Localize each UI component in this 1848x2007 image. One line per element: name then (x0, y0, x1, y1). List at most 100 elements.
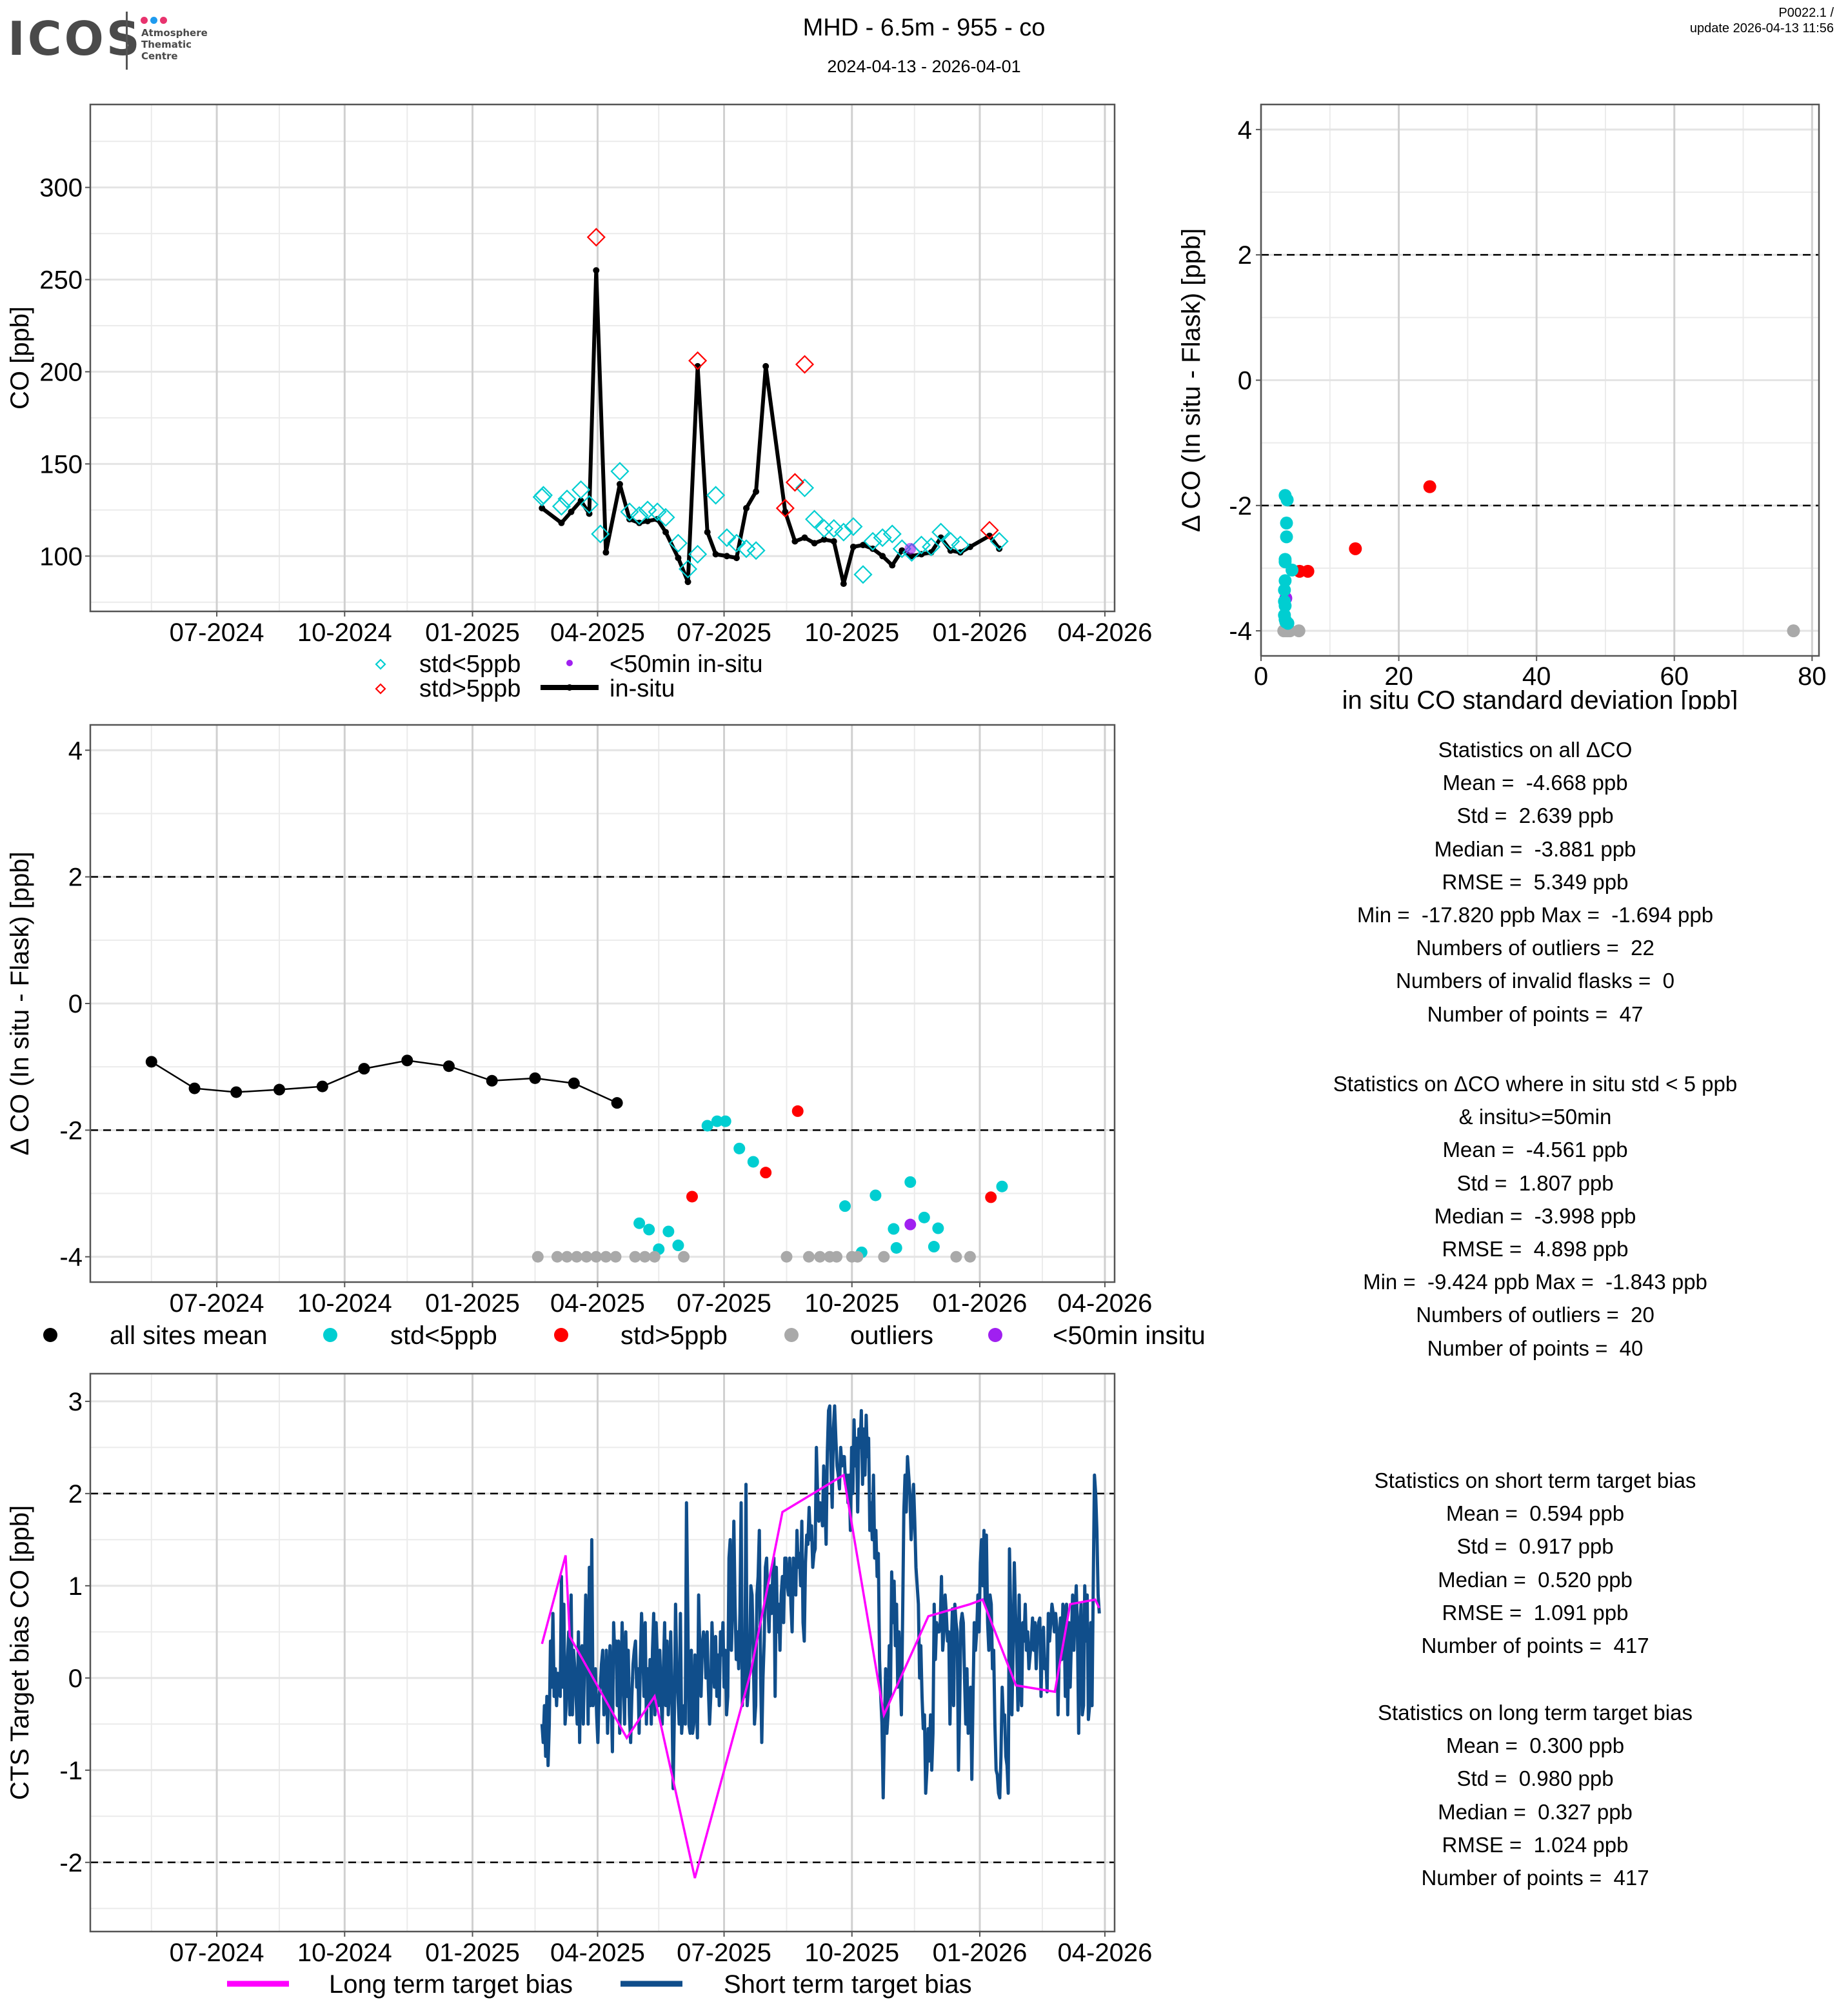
legend-label: Short term target bias (724, 1970, 972, 1999)
flask-std-lt5-point (678, 559, 698, 578)
legend-dot-icon (988, 1328, 1002, 1342)
flask-std-lt5-point (834, 522, 853, 542)
stats-line: Number of points = 417 (1421, 1866, 1649, 1890)
x-tick-label: 07-2024 (170, 1289, 264, 1318)
delta-point-std5ppb (888, 1223, 900, 1235)
insitu-point (996, 545, 1003, 552)
plot-background (90, 104, 1115, 611)
stats-line: Number of points = 40 (1427, 1336, 1644, 1360)
flask-std-lt5-point (795, 478, 815, 498)
delta-point-std5ppb (686, 1191, 698, 1203)
insitu-point (820, 536, 828, 543)
x-tick-label: 01-2026 (933, 1289, 1028, 1318)
flask-std-lt5-point (630, 506, 649, 525)
insitu-point (782, 508, 789, 515)
insitu-point (662, 529, 670, 536)
legend-dot-icon (323, 1328, 337, 1342)
x-tick-label: 10-2024 (297, 1289, 392, 1318)
y-tick-label: -2 (59, 1849, 83, 1877)
scatter-point-outliers (1787, 624, 1800, 638)
x-tick-label: 10-2024 (297, 618, 392, 647)
delta-point-allsitesmean (611, 1097, 623, 1109)
stats-line: Mean = 0.300 ppb (1446, 1734, 1625, 1758)
legend-label: std<5ppb (419, 651, 521, 678)
insitu-point (957, 549, 964, 556)
y-tick-label: -2 (59, 1116, 83, 1145)
insitu-point (712, 551, 719, 558)
delta-point-std5ppb (747, 1156, 759, 1168)
delta-point-outliers (780, 1251, 793, 1263)
scatter-point-std5ppb (1280, 517, 1293, 530)
target-bias-chart: -2 -1 0 1 2 3 07-2024 10-2024 01-2025 04-2025 07-2… (6, 1372, 1152, 1999)
delta-point-allsitesmean (486, 1074, 498, 1087)
x-tick-label: 07-2025 (677, 1939, 771, 1967)
logo-divider (126, 12, 128, 70)
y-tick-label: 2 (1238, 241, 1252, 270)
flask-std-lt5-point (873, 528, 892, 548)
stats-line: Min = -17.820 ppb Max = -1.694 ppb (1356, 903, 1714, 927)
y-tick-label: 2 (68, 864, 83, 892)
insitu-point (675, 555, 682, 562)
flask-std-lt5-point (824, 519, 844, 538)
flask-std-lt5-point (717, 528, 737, 548)
insitu-point (811, 540, 818, 547)
y-tick-label: 200 (39, 358, 83, 386)
x-tick-label: 07-2024 (170, 1939, 264, 1967)
scatter-point-std5ppb (1280, 530, 1293, 544)
insitu-point (869, 545, 877, 552)
insitu-point (753, 488, 760, 495)
legend-dot-icon (554, 1328, 568, 1342)
delta-point-std5ppb (996, 1180, 1008, 1192)
insitu-point (616, 480, 623, 488)
x-tick-label: 01-2026 (933, 1939, 1028, 1967)
x-tick-label: 10-2025 (804, 618, 899, 647)
flask-std-gt5-point (688, 351, 708, 370)
delta-point-std5ppb (633, 1217, 646, 1229)
y-axis-title: CTS Target bias CO [ppb] (6, 1505, 34, 1800)
logo-wordmark: ICOS (8, 12, 143, 66)
delta-point-outliers (561, 1251, 573, 1263)
scatter-point-std5ppb (1286, 563, 1299, 577)
legend-label: in-situ (610, 675, 675, 702)
delta-point-outliers (639, 1251, 651, 1263)
flask-std-gt5-point (785, 473, 804, 492)
x-tick-label: 04-2026 (1058, 1289, 1153, 1318)
stats-line: Numbers of outliers = 22 (1416, 936, 1654, 960)
y-tick-label: -4 (59, 1243, 83, 1272)
delta-point-outliers (590, 1251, 602, 1263)
delta-point-outliers (802, 1251, 815, 1263)
legend-line-dot-icon (566, 684, 573, 691)
insitu-point (593, 267, 600, 274)
stats-long-term-bias: Statistics on long term target bias Mean… (1213, 1696, 1848, 1894)
plot-border (89, 103, 1116, 613)
stats-title: Statistics on long term target bias (1378, 1701, 1693, 1725)
flask-std-lt5-point (931, 522, 951, 542)
delta-point-outliers (581, 1251, 593, 1263)
stats-line: Median = -3.881 ppb (1434, 836, 1636, 861)
flask-std-lt5-point (989, 531, 1009, 551)
delta-point-std5ppb (791, 1105, 804, 1117)
insitu-point (568, 508, 575, 515)
scatter-point-std5ppb (1281, 617, 1295, 630)
delta-point-allsitesmean (145, 1056, 157, 1068)
insitu-point (830, 538, 837, 545)
logo-dot (160, 17, 167, 24)
delta-point-outliers (629, 1251, 641, 1263)
insitu-point (849, 543, 857, 550)
x-tick-label: 10-2025 (804, 1289, 899, 1318)
y-tick-label: 150 (39, 450, 83, 479)
flask-std-gt5-point (775, 499, 795, 518)
flask-std-lt5-point (941, 531, 960, 551)
x-tick-label: 80 (1798, 662, 1827, 691)
stats-line: Min = -9.424 ppb Max = -1.843 ppb (1363, 1270, 1707, 1294)
stats-line: RMSE = 5.349 ppb (1442, 869, 1629, 894)
flask-std-lt5-point (688, 544, 708, 564)
stats-line: Std = 0.917 ppb (1456, 1534, 1614, 1559)
lt50min-point (904, 542, 917, 555)
stats-line: RMSE = 1.024 ppb (1442, 1832, 1629, 1857)
delta-point-std5ppb (869, 1189, 882, 1201)
delta-point-outliers (571, 1251, 583, 1263)
y-tick-label: 4 (68, 737, 83, 765)
stats-line: Number of points = 417 (1421, 1634, 1649, 1658)
